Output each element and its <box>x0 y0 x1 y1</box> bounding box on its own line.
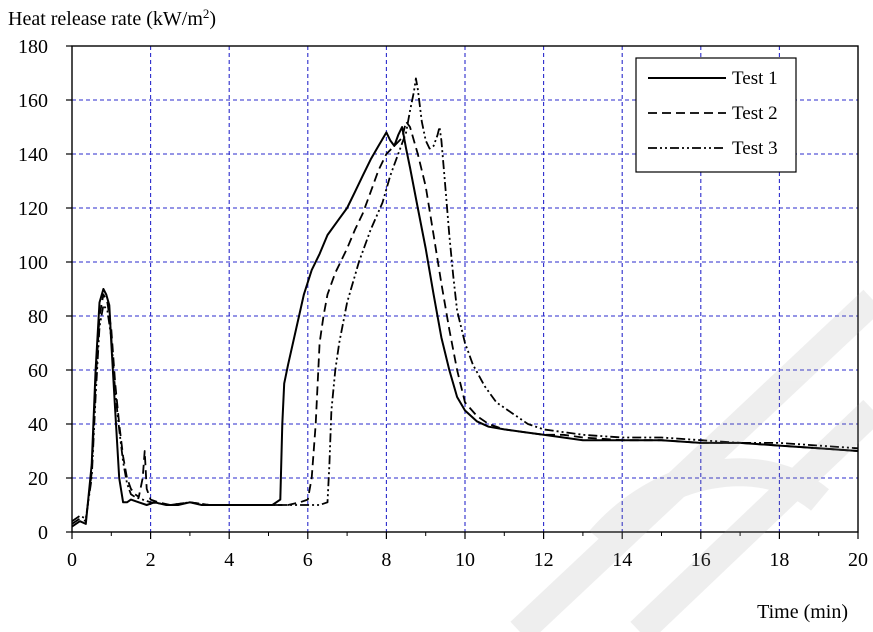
series-line-test-1 <box>71 126 859 528</box>
legend-label: Test 1 <box>732 68 778 89</box>
series-line-test-3 <box>71 77 859 522</box>
x-tick-label: 8 <box>381 549 391 571</box>
x-tick-label: 12 <box>534 549 554 571</box>
legend: Test 1 Test 2 Test 3 <box>635 57 797 173</box>
x-axis-ticks: 0 2 4 6 8 10 12 14 16 18 20 <box>67 532 868 571</box>
y-tick-label: 60 <box>28 360 48 382</box>
y-tick-label: 160 <box>18 90 48 112</box>
y-tick-label: 120 <box>18 198 48 220</box>
y-tick-label: 140 <box>18 144 48 166</box>
x-tick-label: 14 <box>612 549 632 571</box>
x-tick-label: 6 <box>303 549 313 571</box>
y-axis-ticks: 0 20 40 60 80 100 120 140 160 180 <box>18 36 72 544</box>
y-tick-label: 20 <box>28 468 48 490</box>
x-tick-label: 16 <box>691 549 711 571</box>
y-tick-label: 80 <box>28 306 48 328</box>
watermark <box>510 289 873 632</box>
y-tick-label: 40 <box>28 414 48 436</box>
x-tick-label: 18 <box>769 549 789 571</box>
series-line-test-2 <box>71 120 859 525</box>
y-tick-label: 100 <box>18 252 48 274</box>
y-tick-label: 0 <box>38 522 48 544</box>
y-tick-label: 180 <box>18 36 48 58</box>
x-tick-label: 0 <box>67 549 77 571</box>
x-tick-label: 2 <box>146 549 156 571</box>
x-tick-label: 4 <box>224 549 234 571</box>
legend-label: Test 3 <box>732 138 778 159</box>
x-tick-label: 20 <box>848 549 868 571</box>
y-axis-label: Heat release rate (kW/m2) <box>8 6 216 31</box>
x-tick-label: 10 <box>455 549 475 571</box>
x-axis-label: Time (min) <box>757 601 848 623</box>
legend-label: Test 2 <box>732 103 778 124</box>
series-group <box>71 77 859 528</box>
